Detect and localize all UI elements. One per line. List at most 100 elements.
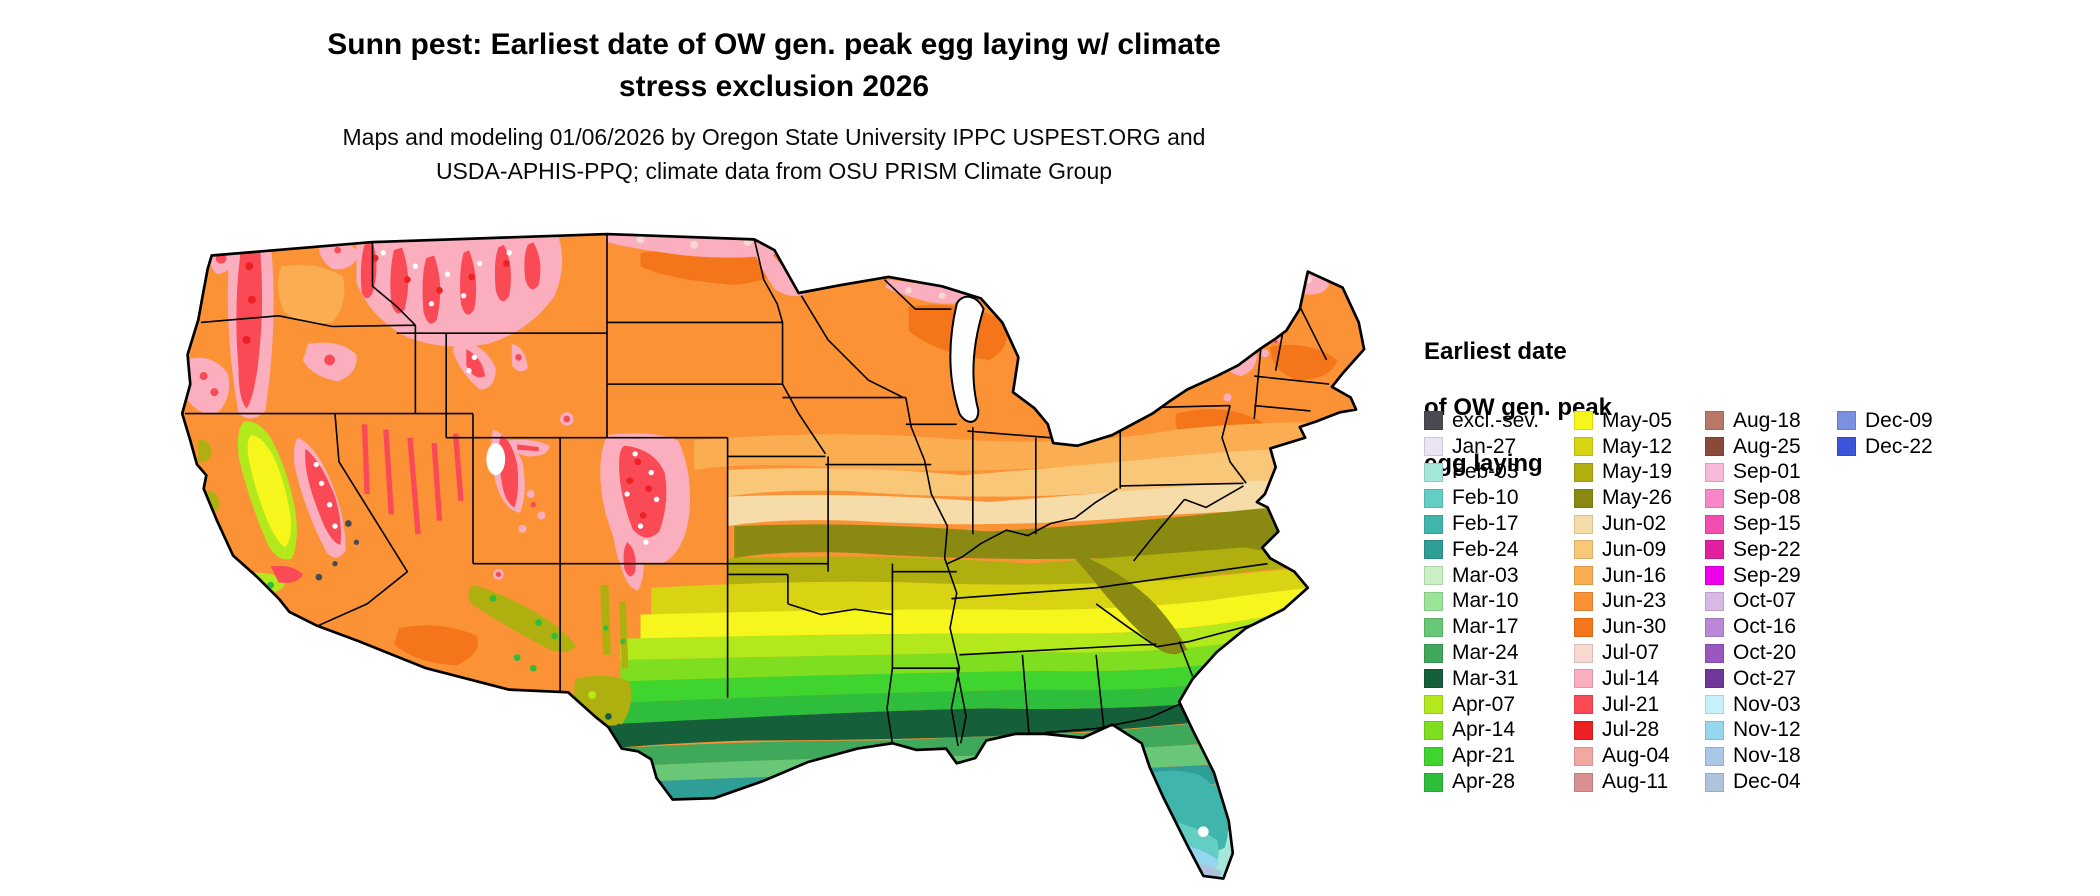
legend-entry: May-19 [1574, 460, 1672, 486]
legend-entry: Jun-09 [1574, 537, 1672, 563]
legend-label: Jul-28 [1602, 718, 1660, 742]
legend-label: May-19 [1602, 460, 1673, 484]
legend-label: Nov-03 [1733, 692, 1801, 716]
legend-swatch [1424, 617, 1443, 637]
legend-entry: Apr-07 [1424, 692, 1539, 718]
legend-label: May-05 [1602, 408, 1673, 432]
legend-swatch [1424, 720, 1443, 740]
legend-swatch [1424, 591, 1443, 611]
legend-swatch [1424, 462, 1443, 482]
legend-label: Aug-11 [1602, 770, 1669, 794]
legend-swatch [1705, 540, 1724, 560]
legend-label: Jul-21 [1602, 692, 1660, 716]
legend-entry: Jul-07 [1574, 640, 1672, 666]
legend-entry: excl.-sev. [1424, 408, 1539, 434]
legend-entry: Jun-02 [1574, 511, 1672, 537]
legend-entry: Feb-17 [1424, 511, 1539, 537]
legend-swatch [1705, 514, 1724, 534]
legend-entry: May-12 [1574, 434, 1672, 460]
legend-label: Apr-21 [1452, 744, 1516, 768]
legend-entry: Oct-27 [1705, 666, 1801, 692]
legend-column-1: excl.-sev. Jan-27 Feb-03 Feb-10 Feb-17 Feb-24… [1424, 408, 1539, 795]
legend-label: Nov-12 [1733, 718, 1801, 742]
legend-entry: Dec-04 [1705, 769, 1801, 795]
legend-swatch [1574, 643, 1593, 663]
legend-entry: Oct-16 [1705, 614, 1801, 640]
legend-swatch [1424, 669, 1443, 689]
legend-swatch [1705, 591, 1724, 611]
legend-entry: Apr-28 [1424, 769, 1539, 795]
us-outline [180, 232, 1366, 880]
map-title-line2: stress exclusion 2026 [618, 70, 930, 103]
legend-entry: Jun-23 [1574, 589, 1672, 615]
legend-label: Aug-25 [1733, 434, 1801, 458]
legend-label: Jun-02 [1602, 512, 1667, 536]
state-borders [184, 234, 1330, 747]
legend-entry: Jul-21 [1574, 692, 1672, 718]
map-subtitle-line1: Maps and modeling 01/06/2026 by Oregon S… [342, 124, 1206, 150]
legend-swatch [1424, 746, 1443, 766]
legend-swatch [1424, 695, 1443, 715]
legend-swatch [1705, 720, 1724, 740]
us-map-figure [158, 226, 1391, 896]
legend-label: Feb-17 [1452, 512, 1519, 536]
legend-swatch [1574, 488, 1593, 508]
legend-swatch [1574, 514, 1593, 534]
legend-swatch [1574, 695, 1593, 715]
legend-label: Jan-27 [1452, 434, 1517, 458]
legend-swatch [1705, 669, 1724, 689]
legend-entry: Feb-03 [1424, 460, 1539, 486]
legend-swatch [1424, 514, 1443, 534]
legend-label: Oct-16 [1733, 615, 1797, 639]
legend-label: Mar-17 [1452, 615, 1519, 639]
legend-entry: Nov-03 [1705, 692, 1801, 718]
legend-swatch [1424, 411, 1443, 431]
legend-column-2: May-05 May-12 May-19 May-26 Jun-02 Jun-09 Jun-… [1574, 408, 1672, 795]
legend-swatch [1424, 488, 1443, 508]
legend-label: Apr-14 [1452, 718, 1516, 742]
legend-title-line1: Earliest date [1424, 338, 1567, 365]
legend-swatch [1705, 617, 1724, 637]
map-title: Sunn pest: Earliest date of OW gen. peak… [174, 24, 1374, 108]
legend-entry: Feb-10 [1424, 485, 1539, 511]
legend-label: Apr-28 [1452, 770, 1516, 794]
legend-label: Jun-09 [1602, 537, 1667, 561]
legend-label: Sep-29 [1733, 563, 1801, 587]
legend-entry: Mar-10 [1424, 589, 1539, 615]
legend-entry: Nov-18 [1705, 743, 1801, 769]
legend-swatch [1705, 566, 1724, 586]
legend-swatch [1574, 591, 1593, 611]
legend-label: Oct-07 [1733, 589, 1797, 613]
legend-label: excl.-sev. [1452, 408, 1540, 432]
lake-michigan [949, 295, 985, 423]
legend-entry: Sep-22 [1705, 537, 1801, 563]
legend-entry: Aug-25 [1705, 434, 1801, 460]
legend-entry: Dec-09 [1837, 408, 1933, 434]
legend-label: Oct-20 [1733, 641, 1797, 665]
legend-swatch [1574, 411, 1593, 431]
map-subtitle: Maps and modeling 01/06/2026 by Oregon S… [174, 120, 1374, 188]
legend-entry: Aug-04 [1574, 743, 1672, 769]
legend-swatch [1705, 746, 1724, 766]
legend-swatch [1424, 566, 1443, 586]
legend-swatch [1574, 746, 1593, 766]
legend-label: Sep-08 [1733, 486, 1801, 510]
legend-entry: Jul-14 [1574, 666, 1672, 692]
legend-label: Jun-23 [1602, 589, 1667, 613]
legend-label: Jun-16 [1602, 563, 1667, 587]
legend-label: Sep-22 [1733, 537, 1801, 561]
legend-swatch [1574, 720, 1593, 740]
legend-entry: Jun-30 [1574, 614, 1672, 640]
legend-label: Dec-04 [1733, 770, 1801, 794]
legend-swatch [1705, 488, 1724, 508]
map-title-line1: Sunn pest: Earliest date of OW gen. peak… [327, 28, 1221, 61]
legend-label: Feb-03 [1452, 460, 1519, 484]
legend-entry: May-26 [1574, 485, 1672, 511]
legend-label: Mar-24 [1452, 641, 1519, 665]
legend-entry: Sep-29 [1705, 563, 1801, 589]
legend-swatch [1705, 643, 1724, 663]
legend-label: Jul-14 [1602, 666, 1660, 690]
legend-swatch [1574, 669, 1593, 689]
legend-column-3: Aug-18 Aug-25 Sep-01 Sep-08 Sep-15 Sep-22 Sep-… [1705, 408, 1801, 795]
legend-entry: Mar-17 [1424, 614, 1539, 640]
